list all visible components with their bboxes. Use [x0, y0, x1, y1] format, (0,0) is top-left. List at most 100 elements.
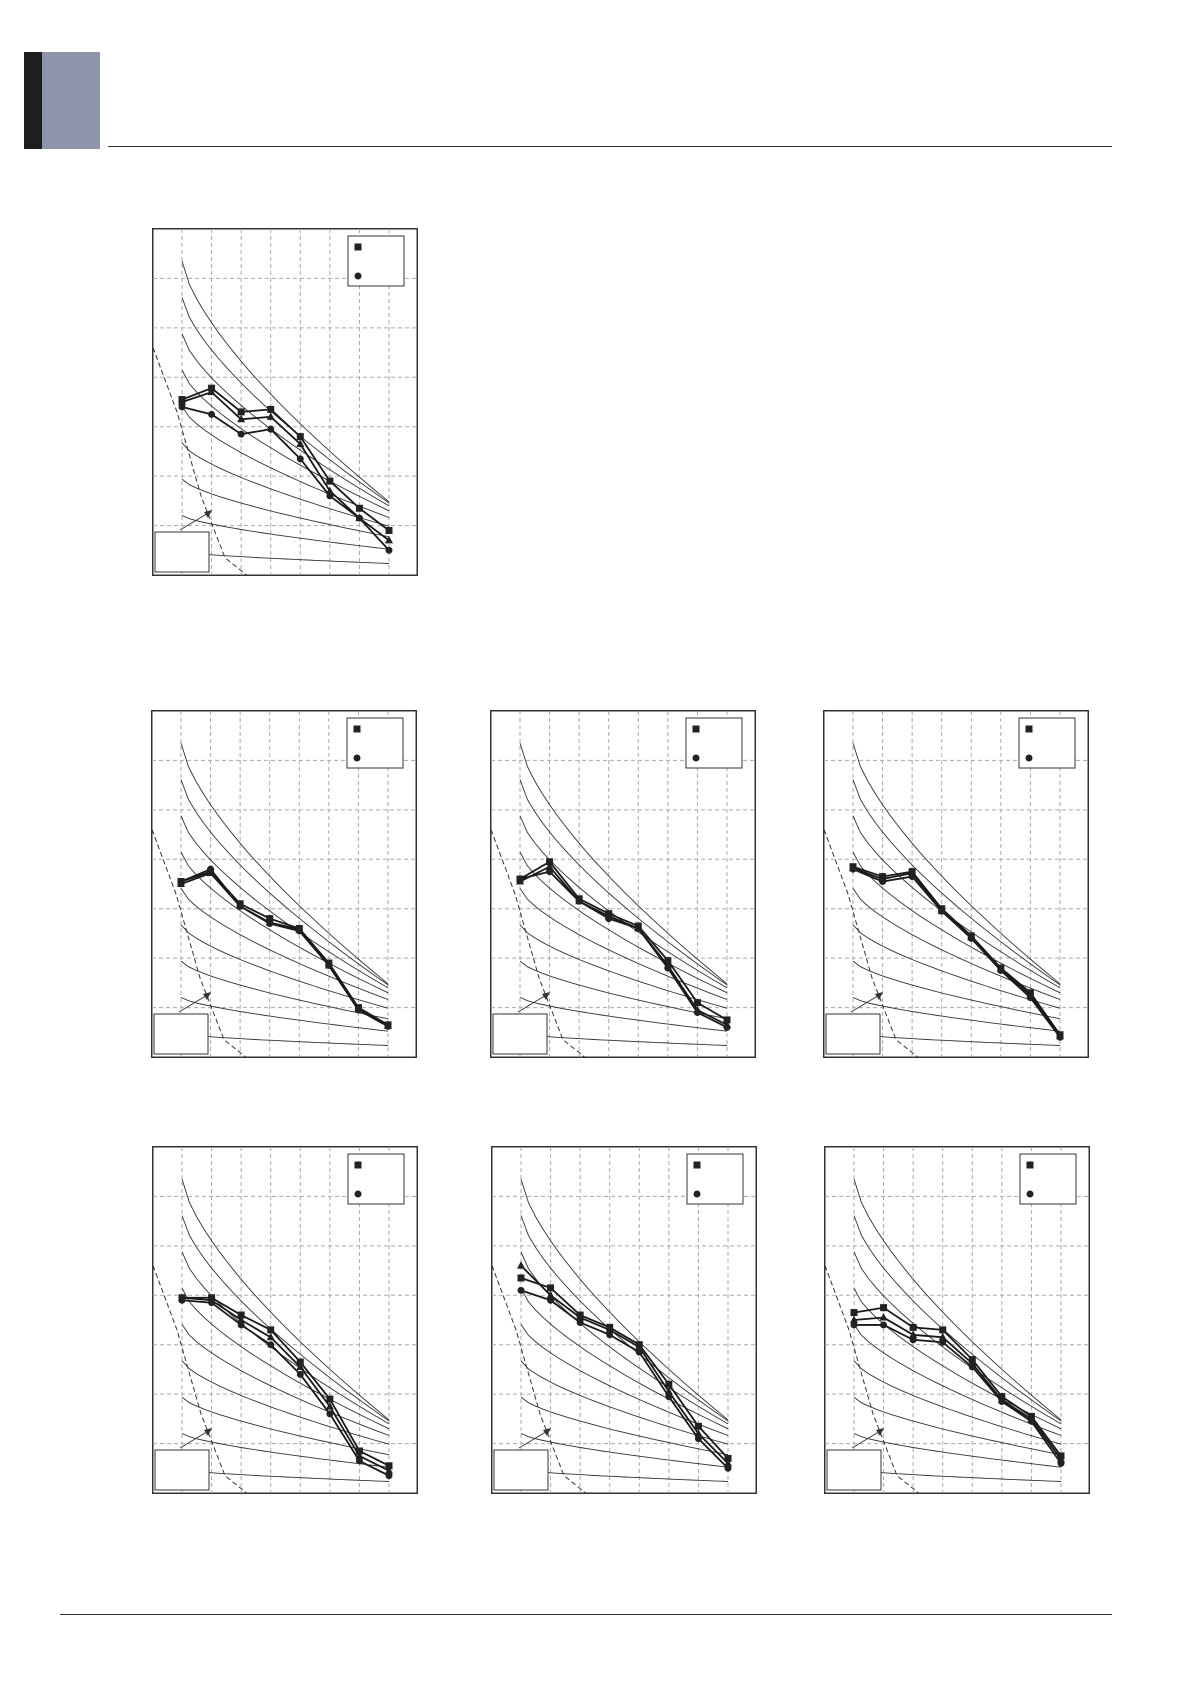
limit-curve-dashed [491, 1265, 586, 1494]
data-point-circle [723, 1023, 731, 1031]
data-point-circle [879, 878, 887, 886]
limit-curve-dashed [824, 1265, 919, 1494]
reference-curve [519, 996, 728, 1032]
reference-curve [181, 369, 390, 512]
data-point-circle [693, 1009, 701, 1017]
reference-curve [181, 1215, 390, 1422]
series-circle [850, 1321, 1065, 1467]
data-point-square [267, 1326, 275, 1334]
data-point-circle [967, 934, 975, 942]
data-point-square [326, 1395, 334, 1403]
data-point-square [296, 1358, 304, 1366]
data-point-circle [694, 1435, 702, 1443]
data-point-square [355, 1447, 363, 1455]
chart-svg-1 [152, 228, 418, 576]
data-point-square [664, 957, 672, 965]
reference-curve [181, 1360, 390, 1445]
note-leader-line [518, 1429, 550, 1449]
reference-curve [853, 1469, 1062, 1482]
data-point-triangle [385, 1466, 393, 1474]
reference-curve [180, 996, 389, 1032]
data-point-circle [635, 1348, 643, 1356]
data-point-circle [354, 1006, 362, 1014]
legend-circle-marker [1025, 754, 1033, 762]
legend-circle-marker [692, 754, 700, 762]
note-box [492, 1013, 548, 1055]
data-point-circle [968, 1363, 976, 1371]
reference-curve [520, 1178, 729, 1421]
reference-curve [519, 1033, 728, 1046]
reference-curve [181, 478, 390, 538]
note-box [493, 1449, 549, 1491]
data-point-circle [724, 1464, 732, 1472]
legend-square-marker [693, 1161, 701, 1169]
data-point-triangle [724, 1458, 732, 1467]
data-point-circle [384, 1022, 392, 1030]
reference-curve [520, 1251, 729, 1425]
chart-panel-6 [491, 1146, 757, 1494]
series-circle [178, 1296, 393, 1480]
reference-curve [181, 1432, 390, 1468]
data-point-square [880, 1304, 888, 1312]
chart-svg-5 [152, 1146, 418, 1494]
data-point-triangle [576, 1313, 585, 1321]
reference-curve [519, 851, 728, 994]
reference-curve [520, 1215, 729, 1422]
data-point-circle [576, 1318, 584, 1326]
legend-square-marker [1026, 1161, 1034, 1169]
data-point-circle [326, 492, 334, 500]
note-leader-line [850, 993, 882, 1013]
data-point-circle [296, 1370, 304, 1378]
data-point-square [694, 1422, 702, 1430]
series-circle [178, 403, 393, 554]
reference-curve [853, 1360, 1062, 1445]
series-circle [517, 1286, 732, 1472]
reference-curve [180, 815, 389, 989]
chapter-tab-dark [24, 52, 42, 149]
data-point-circle [267, 425, 275, 433]
data-point-triangle [879, 1313, 888, 1321]
data-point-circle [664, 964, 672, 972]
data-point-square [909, 1323, 917, 1331]
legend-square-marker [1025, 725, 1033, 733]
reference-curve [853, 1178, 1062, 1421]
reference-curve [181, 1324, 390, 1436]
reference-curve [180, 742, 389, 985]
limit-curve-dashed [823, 829, 918, 1058]
reference-curve [852, 1033, 1061, 1046]
data-point-circle [237, 1321, 245, 1329]
data-point-circle [385, 1472, 393, 1480]
reference-curve [180, 851, 389, 994]
reference-curve [180, 779, 389, 986]
legend-square-marker [353, 725, 361, 733]
data-point-circle [909, 1336, 917, 1344]
data-point-square [385, 1462, 393, 1470]
legend-circle-marker [1026, 1190, 1034, 1198]
data-point-triangle [938, 1332, 947, 1341]
legend-circle-marker [354, 272, 362, 280]
chart-panel-7 [824, 1146, 1090, 1494]
note-box [154, 1449, 210, 1491]
data-point-triangle [635, 1342, 644, 1351]
legend-circle-marker [353, 754, 361, 762]
data-point-square [326, 477, 334, 485]
chart-svg-2 [151, 710, 417, 1058]
data-point-square [723, 1016, 731, 1024]
reference-curve [853, 1215, 1062, 1422]
reference-curve [853, 1324, 1062, 1436]
data-point-triangle [546, 1290, 555, 1299]
data-point-square [546, 858, 554, 866]
data-point-triangle [385, 535, 393, 544]
reference-curve [181, 333, 390, 507]
data-point-triangle [266, 1332, 275, 1341]
note-box [153, 1013, 209, 1055]
data-point-circle [355, 514, 363, 522]
data-point-circle [998, 1398, 1006, 1406]
data-point-square [385, 527, 393, 535]
data-point-circle [1026, 994, 1034, 1002]
chart-svg-7 [824, 1146, 1090, 1494]
chart-panel-4 [823, 710, 1089, 1058]
chart-svg-3 [490, 710, 756, 1058]
series-circle-line [852, 868, 1061, 1038]
chart-panel-2 [151, 710, 417, 1058]
